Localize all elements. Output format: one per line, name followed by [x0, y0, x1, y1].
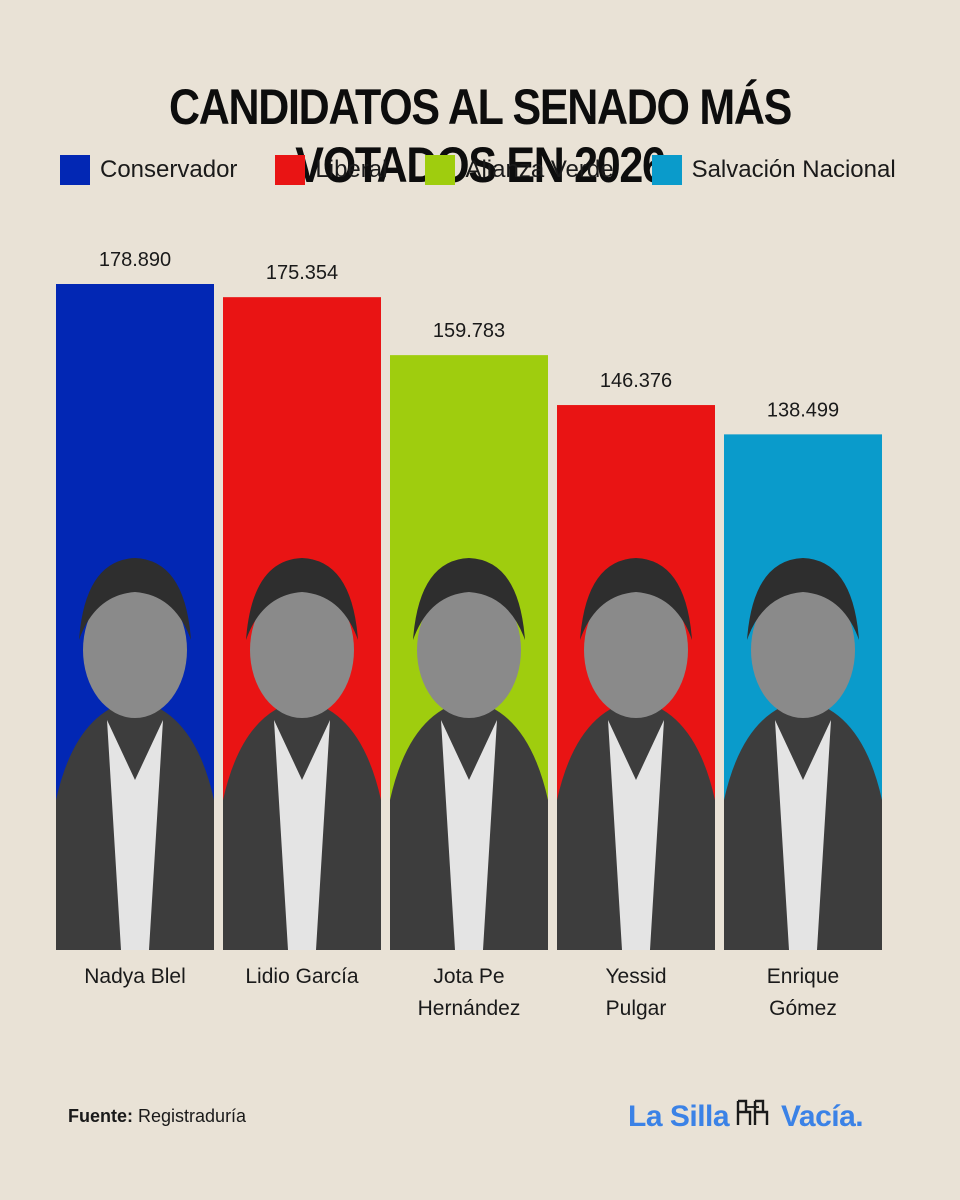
legend-swatch [60, 155, 90, 185]
category-label: Pulgar [606, 997, 667, 1020]
chart-title: CANDIDATOS AL SENADO MÁS VOTADOS EN 2026 [168, 79, 792, 193]
legend-item-conservador: Conservador [60, 155, 237, 185]
legend-swatch [651, 155, 682, 185]
legend-swatch [275, 155, 306, 185]
legend: Conservador Liberal Alianza Verde Salvac… [60, 152, 910, 188]
value-label: 138.499 [767, 399, 839, 421]
category-label: Hernández [418, 997, 521, 1020]
category-label: Enrique [767, 965, 839, 988]
category-label: Yessid [605, 965, 666, 988]
legend-item-liberal: Liberal [275, 155, 387, 185]
candidate-photo [56, 558, 214, 950]
legend-item-salvacion-nacional: Salvación Nacional [651, 155, 896, 185]
source-label: Fuente: [68, 1106, 133, 1126]
value-label: 178.890 [99, 249, 171, 271]
brand-logo[interactable]: La Silla Vacía. [628, 1098, 864, 1136]
legend-label: Alianza Verde [465, 156, 614, 183]
candidate-photo [223, 558, 381, 950]
category-label: Jota Pe [433, 965, 504, 988]
candidate-photo [724, 558, 882, 950]
legend-label: Liberal [315, 156, 388, 183]
category-label: Nadya Blel [84, 965, 186, 988]
brand-text-right: Vacía. [781, 1100, 864, 1133]
source-note: Fuente: Registraduría [68, 1106, 246, 1127]
legend-label: Conservador [100, 156, 238, 183]
value-label: 159.783 [433, 320, 505, 342]
legend-swatch [425, 155, 456, 185]
value-label: 146.376 [600, 370, 672, 392]
candidate-photo [557, 558, 715, 950]
category-label: Lidio García [245, 965, 359, 988]
value-label: 175.354 [266, 262, 338, 284]
category-label: Gómez [769, 997, 837, 1020]
legend-label: Salvación Nacional [691, 156, 896, 183]
candidate-photo [390, 558, 548, 950]
source-value: Registraduría [138, 1106, 247, 1126]
legend-item-alianza-verde: Alianza Verde [425, 155, 614, 185]
chairs-icon [735, 1098, 775, 1136]
brand-text-left: La Silla [628, 1100, 730, 1133]
